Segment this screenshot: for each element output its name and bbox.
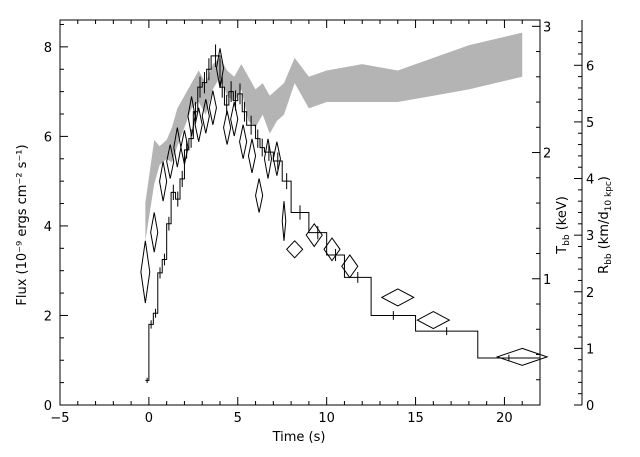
radius-diamond	[230, 101, 239, 137]
x-tick-label: 15	[407, 411, 424, 426]
radius-diamond	[323, 237, 341, 262]
radius-diamond	[239, 124, 248, 159]
radius-diamond	[416, 311, 451, 330]
radius-diamond	[150, 212, 159, 253]
radius-tick-label: 1	[586, 342, 594, 357]
x-tick-label: −5	[50, 411, 69, 426]
radius-diamond	[281, 201, 287, 241]
radius-diamond	[380, 288, 415, 307]
x-tick-label: 5	[234, 411, 242, 426]
radius-diamond	[255, 178, 264, 213]
radius-diamond	[223, 110, 232, 145]
radius-diamond	[140, 240, 151, 304]
radius-diamond	[285, 240, 304, 259]
temperature-tick-label: 1	[543, 273, 551, 288]
flux-tick-label: 6	[44, 130, 52, 145]
radius-diamond	[187, 96, 196, 137]
x-tick-label: 20	[496, 411, 513, 426]
flux-tick-label: 8	[44, 41, 52, 56]
radius-diamond	[166, 144, 175, 179]
y-axis-title-flux: Flux (10⁻⁹ ergs cm⁻² s⁻¹)	[15, 144, 30, 305]
x-tick-label: 0	[145, 411, 153, 426]
radius-tick-label: 6	[586, 59, 594, 74]
temperature-band	[145, 32, 523, 241]
flux-tick-label: 2	[44, 309, 52, 324]
radius-diamond	[247, 138, 257, 173]
radius-diamond	[159, 161, 168, 202]
radius-diamond	[208, 90, 217, 125]
plot-frame	[59, 19, 541, 406]
radius-diamond	[194, 107, 203, 142]
radius-diamond	[263, 138, 273, 179]
radius-diamond	[305, 222, 323, 248]
plot-layer	[140, 32, 549, 384]
radius-diamond	[215, 48, 225, 89]
y-axis-title-radius: Rbb (km/d10 kpc)	[597, 176, 614, 274]
radius-tick-label: 5	[586, 116, 594, 131]
radius-diamond	[173, 127, 182, 168]
radius-diamond	[201, 99, 210, 134]
radius-diamond	[272, 141, 281, 176]
radius-tick-label: 0	[586, 399, 594, 414]
radius-tick-label: 4	[586, 173, 594, 188]
flux-tick-label: 0	[44, 399, 52, 414]
radius-diamond	[341, 254, 359, 279]
x-tick-label: 10	[318, 411, 335, 426]
radius-diamond	[180, 130, 189, 165]
temperature-tick-label: 3	[543, 20, 551, 35]
temperature-tick-label: 2	[543, 147, 551, 162]
x-axis-title: Time (s)	[272, 430, 326, 445]
radius-tick-label: 2	[586, 286, 594, 301]
flux-tick-label: 4	[44, 220, 52, 235]
y-axis-title-temperature: Tbb (keV)	[555, 196, 572, 255]
radius-tick-label: 3	[586, 229, 594, 244]
